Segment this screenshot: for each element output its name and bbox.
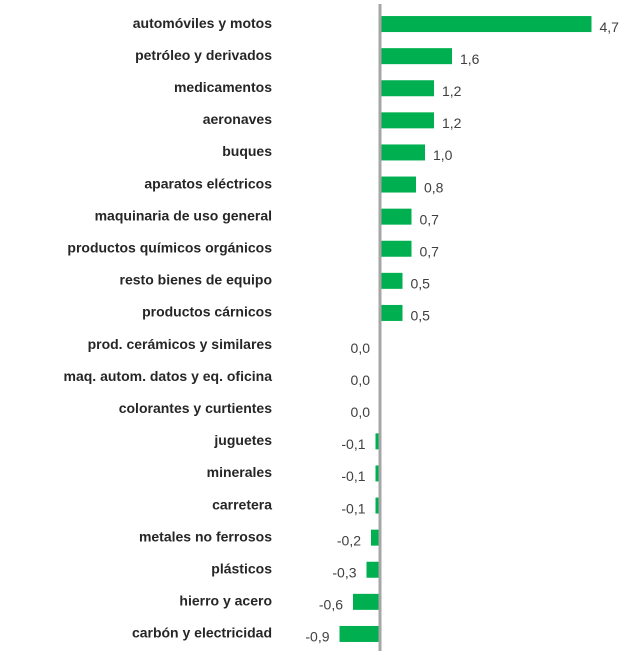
value-label: 0,8 bbox=[424, 179, 444, 195]
bar bbox=[339, 625, 380, 642]
value-label: 0,5 bbox=[411, 276, 431, 292]
value-label: 1,6 bbox=[460, 51, 480, 67]
value-label: -0,2 bbox=[337, 532, 361, 548]
bar bbox=[380, 208, 412, 225]
category-label: hierro y acero bbox=[179, 593, 272, 609]
value-label: 0,5 bbox=[411, 308, 431, 324]
value-label: -0,9 bbox=[305, 629, 329, 645]
category-label: prod. cerámicos y similares bbox=[88, 336, 273, 352]
category-label: productos químicos orgánicos bbox=[67, 239, 272, 255]
category-label: aeronaves bbox=[203, 111, 272, 127]
value-label: -0,1 bbox=[341, 468, 365, 484]
bar bbox=[380, 80, 434, 97]
bar bbox=[380, 16, 592, 33]
bar bbox=[380, 272, 403, 289]
bar bbox=[375, 433, 380, 450]
bar bbox=[380, 304, 403, 321]
value-label: 1,2 bbox=[442, 115, 462, 131]
value-label: -0,1 bbox=[341, 500, 365, 516]
category-label: automóviles y motos bbox=[133, 15, 272, 31]
value-label: -0,3 bbox=[332, 564, 356, 580]
bar bbox=[353, 593, 380, 610]
value-label: 0,0 bbox=[351, 372, 371, 388]
value-label: 0,7 bbox=[420, 211, 440, 227]
value-label: 0,0 bbox=[351, 404, 371, 420]
category-label: resto bienes de equipo bbox=[120, 272, 272, 288]
category-label: productos cárnicos bbox=[142, 304, 272, 320]
value-label: 0,0 bbox=[351, 340, 371, 356]
category-label: colorantes y curtientes bbox=[119, 400, 272, 416]
bar bbox=[380, 240, 412, 257]
value-label: -0,1 bbox=[341, 436, 365, 452]
category-label: carbón y electricidad bbox=[132, 625, 272, 641]
value-label: 1,0 bbox=[433, 147, 453, 163]
value-label: 1,2 bbox=[442, 83, 462, 99]
category-label: minerales bbox=[207, 464, 273, 480]
category-label: buques bbox=[222, 143, 272, 159]
category-label: maquinaria de uso general bbox=[95, 207, 272, 223]
category-label: maq. autom. datos y eq. oficina bbox=[64, 368, 273, 384]
bar bbox=[380, 144, 425, 161]
category-label: aparatos eléctricos bbox=[144, 175, 272, 191]
bar bbox=[380, 48, 452, 65]
category-label: petróleo y derivados bbox=[135, 47, 272, 63]
value-label: -0,6 bbox=[319, 597, 343, 613]
value-label: 0,7 bbox=[420, 243, 440, 259]
bar bbox=[371, 529, 380, 546]
category-label: metales no ferrosos bbox=[139, 528, 272, 544]
category-label: plásticos bbox=[211, 560, 272, 576]
value-label: 4,7 bbox=[600, 19, 620, 35]
bar bbox=[375, 497, 380, 514]
bar bbox=[380, 176, 416, 193]
category-label: medicamentos bbox=[174, 79, 272, 95]
bar bbox=[366, 561, 380, 578]
bar bbox=[380, 112, 434, 129]
category-label: juguetes bbox=[213, 432, 272, 448]
category-label: carretera bbox=[212, 496, 272, 512]
bar bbox=[375, 465, 380, 482]
